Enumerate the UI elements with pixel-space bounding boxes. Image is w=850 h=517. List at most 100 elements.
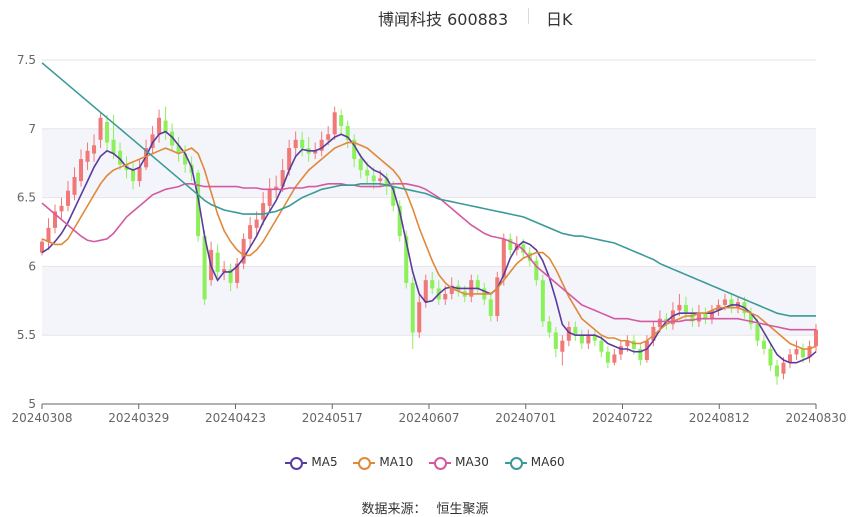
candle-body (267, 189, 272, 206)
line-ma5 (41, 130, 817, 364)
candle-body (183, 153, 188, 165)
legend-label-ma30: MA30 (455, 455, 489, 469)
candle-body (339, 115, 344, 127)
candle-body (345, 126, 350, 140)
x-tick-label: 20240329 (108, 411, 169, 425)
x-axis: 20240308 20240329 20240423 20240517 20240607… (11, 403, 847, 425)
candle-body (787, 354, 792, 363)
candle-body (729, 299, 734, 308)
candle-body (157, 117, 162, 135)
candle-body (677, 304, 682, 311)
candle-body (813, 329, 819, 347)
title-separator (528, 8, 529, 24)
x-tick-label: 20240830 (785, 411, 846, 425)
candle-body (527, 252, 532, 261)
data-source: 数据来源： 恒生聚源 (0, 498, 850, 517)
x-tick-label: 20240517 (302, 411, 363, 425)
candle-body (319, 139, 324, 151)
y-tick-label: 7 (28, 122, 36, 136)
candle-body (644, 340, 649, 360)
candle-body (800, 348, 806, 358)
candle-body (105, 121, 110, 143)
candle-body (651, 326, 656, 341)
candle-body (111, 139, 116, 154)
candle-body (118, 150, 123, 165)
candle-body (449, 285, 454, 294)
candle-body (176, 145, 181, 154)
candle-body (592, 335, 597, 341)
source-name: 恒生聚源 (436, 502, 489, 517)
candle-body (709, 310, 714, 319)
candle-body (605, 351, 610, 363)
candle-body (59, 205, 64, 212)
x-tick-label: 20240722 (592, 411, 653, 425)
legend-item-ma5[interactable]: MA5 (285, 455, 338, 470)
legend-label-ma10: MA10 (379, 455, 414, 469)
candle-body (625, 340, 630, 347)
candle-body (365, 170, 370, 176)
candle-body (521, 244, 526, 253)
candle-body (52, 211, 58, 228)
legend-item-ma60[interactable]: MA60 (504, 455, 565, 470)
candle-body (79, 159, 84, 182)
y-tick-label: 5 (28, 397, 36, 411)
candle-body (131, 170, 136, 182)
candle-body (332, 112, 337, 135)
legend-item-ma10[interactable]: MA10 (353, 455, 414, 470)
candle-body (313, 150, 318, 154)
candle-body (261, 203, 266, 220)
candle-body (254, 219, 259, 228)
candle-body (638, 348, 643, 360)
candle-body (66, 190, 71, 206)
candle-body (202, 236, 207, 300)
candle-body (72, 176, 77, 195)
candle-body (696, 313, 701, 322)
candle-body (85, 150, 90, 162)
candle-body (495, 277, 500, 316)
legend-label-ma60: MA60 (530, 455, 565, 469)
candle-body (430, 280, 435, 289)
candle-body (501, 238, 506, 278)
y-tick-label: 6 (28, 259, 36, 273)
candle-body (293, 139, 298, 149)
x-tick-label: 20240308 (11, 411, 72, 425)
candle-body (170, 131, 175, 146)
candle-body (690, 313, 695, 322)
candle-body (768, 348, 773, 366)
candle-body (807, 346, 812, 358)
candle-body (163, 120, 168, 132)
candle-body (547, 321, 552, 333)
legend-item-ma30[interactable]: MA30 (429, 455, 489, 470)
candle-body (137, 167, 142, 182)
candle-body (228, 269, 233, 283)
candle-body (92, 145, 97, 154)
x-tick-label: 20240607 (398, 411, 459, 425)
candle-body (358, 159, 363, 171)
candle-body (150, 134, 155, 149)
candle-body (475, 280, 480, 289)
chart-legend: MA5 MA10 MA30 MA60 (0, 455, 850, 470)
line-ma10 (41, 141, 817, 350)
candle-body (755, 324, 760, 341)
candle-body (215, 252, 220, 272)
candle-body (274, 186, 279, 190)
candle-body (352, 139, 357, 160)
candle-body (404, 236, 409, 283)
candle-body (657, 318, 662, 327)
candle-body (553, 332, 558, 349)
candle-body (560, 340, 565, 352)
candle-body (417, 302, 422, 333)
y-tick-label: 6.5 (17, 191, 36, 205)
grid-lines (42, 59, 816, 405)
candle-body (287, 148, 292, 171)
candle-body (384, 178, 389, 187)
candle-body (371, 175, 376, 182)
candle-body (326, 134, 331, 140)
x-tick-label: 20240701 (495, 411, 556, 425)
candle-body (599, 340, 604, 352)
candle-body (683, 304, 688, 314)
candle-body (196, 172, 201, 237)
candle-body (222, 269, 227, 272)
y-axis: 5 5.5 6 6.5 7 7.5 (17, 53, 36, 411)
